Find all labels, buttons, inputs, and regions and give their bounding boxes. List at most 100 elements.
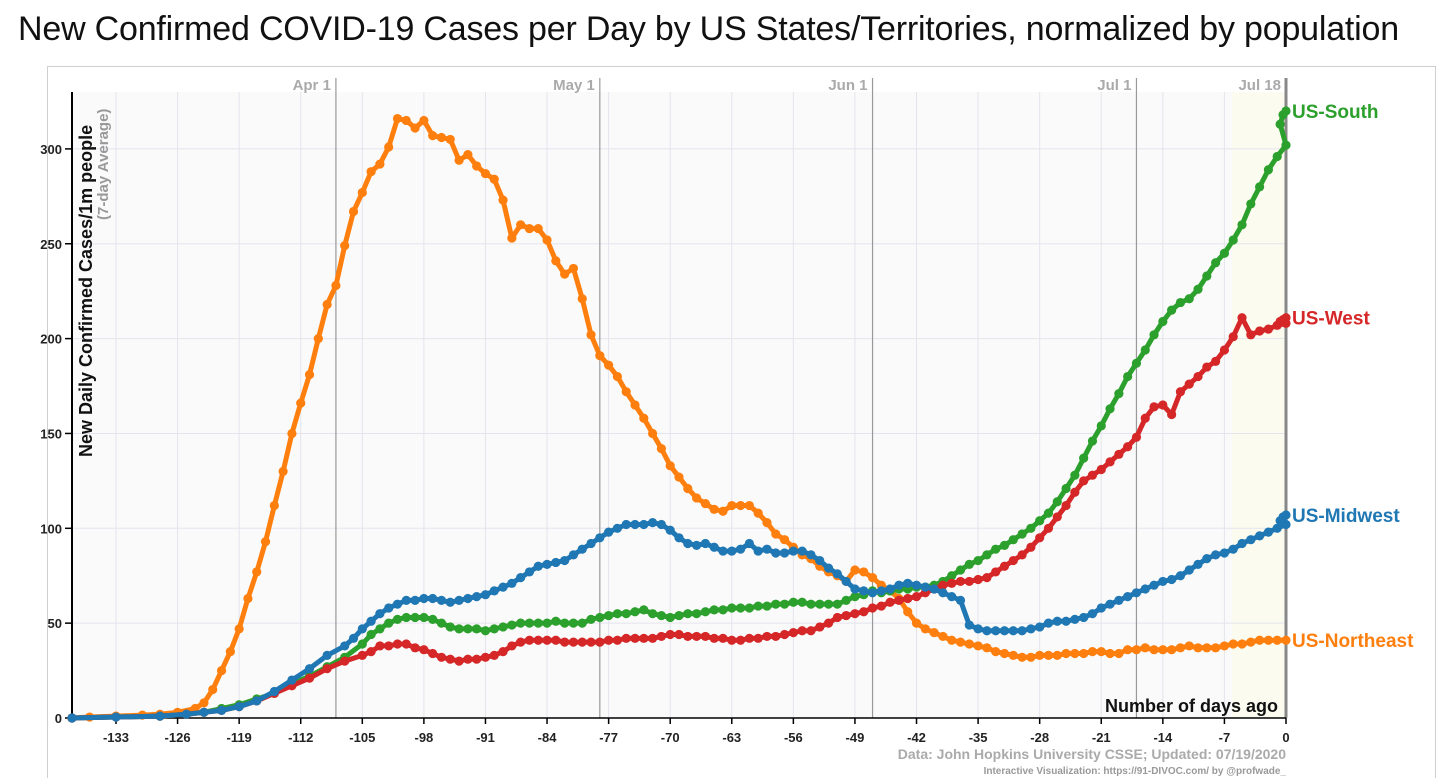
data-point-us-northeast [1017,652,1027,662]
data-point-us-midwest [1114,595,1124,605]
data-point-us-west [1255,326,1265,336]
data-point-us-northeast [1184,641,1194,651]
data-point-us-west [1026,542,1036,552]
data-point-us-midwest [991,626,1001,636]
month-marker-label: Apr 1 [293,77,331,94]
data-point-us-south [727,603,737,613]
data-point-us-northeast [234,624,244,634]
data-point-us-south [1228,235,1238,245]
data-point-us-northeast [366,167,376,177]
data-point-us-west [410,643,420,653]
data-point-us-midwest [1035,622,1045,632]
data-point-us-south [665,612,675,623]
data-point-us-midwest [929,584,939,594]
data-point-us-northeast [568,263,579,274]
data-point-us-midwest [586,538,596,549]
data-point-us-west [991,567,1001,577]
data-point-us-south [604,610,614,621]
data-point-us-northeast [1237,639,1247,649]
data-point-us-south [1281,106,1291,116]
data-point-us-south [744,603,754,613]
data-point-us-northeast [1175,643,1186,653]
data-point-us-west [1087,470,1098,480]
data-point-us-midwest [287,675,297,685]
data-point-us-south [1167,305,1177,315]
data-point-us-west [973,574,983,585]
data-point-us-midwest [806,550,816,560]
data-point-us-west [1079,476,1089,486]
data-point-us-midwest [454,595,464,605]
data-point-us-northeast [551,256,561,266]
data-point-us-northeast [454,155,464,165]
data-point-us-west [771,631,781,642]
data-point-us-northeast [489,174,499,184]
y-tick-label: 250 [40,237,62,252]
data-point-us-south [955,565,966,575]
data-point-us-midwest [1079,612,1089,623]
data-point-us-midwest [700,538,710,549]
data-point-us-west [779,629,790,640]
data-point-us-south [401,612,411,623]
data-point-us-west [1096,464,1106,475]
data-point-us-midwest [1272,523,1282,533]
data-point-us-south [850,591,860,602]
data-point-us-northeast [216,665,227,676]
data-point-us-midwest [1184,565,1194,575]
data-point-us-south [700,607,710,617]
data-point-us-northeast [1123,645,1133,655]
data-point-us-west [903,593,913,604]
data-point-us-midwest [999,626,1010,636]
data-point-us-south [436,618,447,628]
data-point-us-south [797,597,807,607]
data-point-us-south [392,614,403,624]
data-point-us-northeast [1087,647,1098,657]
data-point-us-west [955,576,966,587]
data-point-us-west [1017,550,1027,560]
data-point-us-midwest [630,519,640,530]
data-point-us-northeast [560,269,570,279]
data-point-us-south [1017,529,1027,539]
data-point-us-west [1149,402,1159,412]
x-tick-label: -77 [599,730,618,745]
data-point-us-south [1114,389,1124,399]
data-point-us-northeast [718,506,728,516]
data-point-us-west [982,573,992,583]
data-point-us-northeast [595,351,605,361]
data-point-us-midwest [656,519,667,530]
data-point-us-west [542,635,552,645]
data-point-us-midwest [234,702,244,712]
data-point-us-midwest [419,593,429,604]
data-point-us-west [1158,400,1168,410]
data-point-us-west [841,610,851,621]
data-point-us-midwest [709,542,719,552]
data-point-us-west [1175,387,1186,397]
data-point-us-midwest [542,559,552,569]
data-point-us-west [894,595,904,605]
data-point-us-northeast [1219,641,1230,651]
data-point-us-midwest [463,593,473,604]
data-point-us-west [674,629,684,640]
data-point-us-northeast [674,472,684,482]
data-point-us-midwest [1202,554,1212,564]
data-point-us-northeast [480,168,491,179]
data-point-us-west [595,637,605,647]
data-point-us-midwest [1026,624,1036,634]
data-point-us-midwest [348,633,359,643]
data-point-us-northeast [533,223,543,234]
data-point-us-west [630,633,640,643]
data-point-us-northeast [964,639,974,649]
data-point-us-west [859,607,869,617]
data-point-us-west [1184,379,1194,389]
data-point-us-south [612,609,623,619]
data-point-us-south [1193,284,1203,294]
data-point-us-west [621,633,631,643]
series-label-us-west: US-West [1292,309,1370,330]
data-point-us-northeast [683,483,693,494]
data-point-us-south [1149,330,1159,340]
data-point-us-south [1263,165,1274,175]
x-tick-label: -14 [1153,730,1173,745]
data-point-us-south [788,597,798,607]
data-point-us-northeast [1255,635,1265,645]
data-point-us-northeast [357,187,367,198]
